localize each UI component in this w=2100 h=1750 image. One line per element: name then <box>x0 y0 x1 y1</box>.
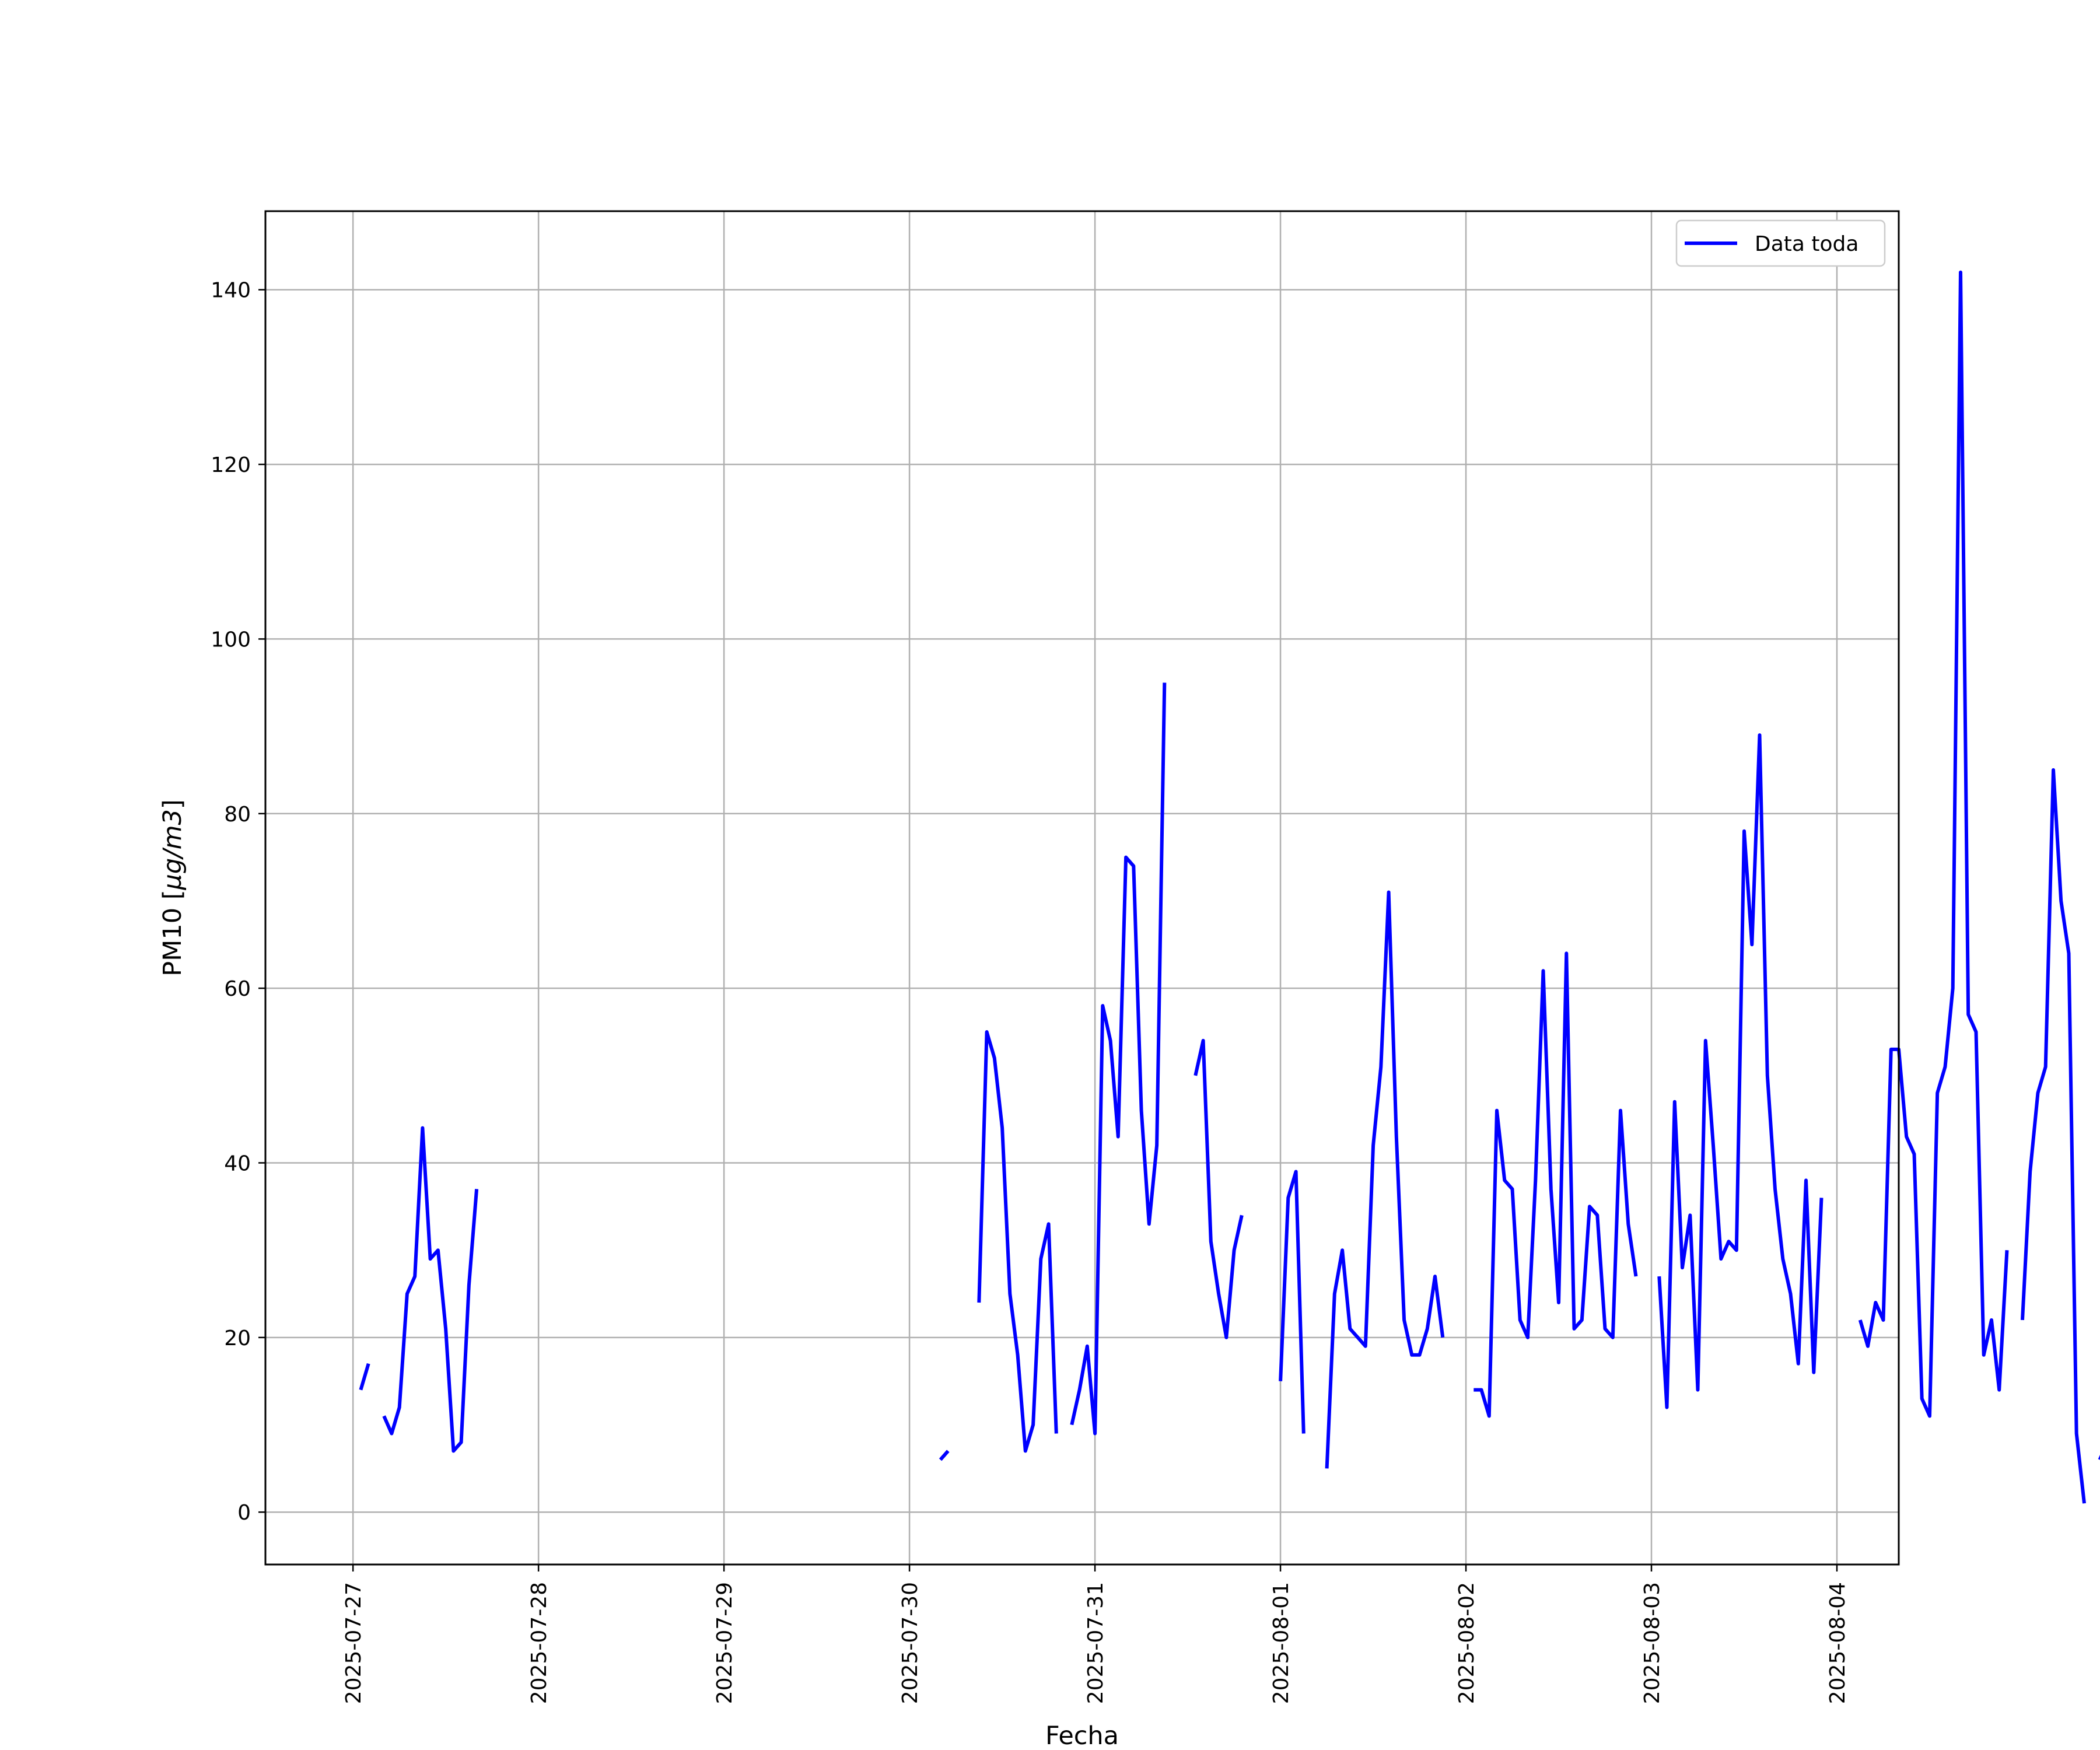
y-tick-label: 80 <box>224 803 251 827</box>
x-tick-label: 2025-07-28 <box>527 1582 551 1704</box>
y-axis-label-main: PM10 [ <box>158 890 187 976</box>
y-tick-label: 20 <box>224 1326 251 1350</box>
legend: Data toda <box>1675 219 1886 267</box>
x-tick-label: 2025-07-31 <box>1084 1582 1108 1704</box>
y-axis-label: PM10 [μg/m3] <box>158 799 187 976</box>
series-line-segment <box>1325 890 1445 1469</box>
x-tick-label: 2025-08-03 <box>1640 1582 1664 1704</box>
series-line-segment <box>2021 768 2086 1504</box>
series-line-segment <box>1279 1170 1306 1434</box>
x-tick-label: 2025-08-02 <box>1455 1582 1479 1704</box>
x-tick-label: 2025-08-04 <box>1826 1582 1850 1704</box>
y-axis-label-unit: μg/m3 <box>158 809 187 890</box>
grid <box>265 211 1899 1564</box>
series-layer <box>359 270 2100 1504</box>
plot-frame <box>264 210 1900 1566</box>
y-axis-label-end: ] <box>158 799 187 809</box>
y-tick-label: 120 <box>211 453 251 477</box>
series-line-segment <box>1858 270 2009 1418</box>
y-tick-label: 60 <box>224 977 251 1001</box>
x-tick-label: 2025-07-27 <box>342 1582 366 1704</box>
x-tick-label: 2025-08-01 <box>1269 1582 1293 1704</box>
y-axis: 0 20 40 60 80 100 120 140 <box>211 279 265 1525</box>
series-line-segment <box>977 1030 1058 1453</box>
x-axis: 2025-07-27 2025-07-28 2025-07-29 2025-07-30… <box>342 1564 1850 1704</box>
series-line-segment <box>382 1126 479 1453</box>
series-line-segment <box>939 1450 950 1461</box>
y-tick-label: 140 <box>211 279 251 303</box>
series-line-segment <box>1657 733 1824 1409</box>
y-tick-label: 0 <box>237 1501 251 1525</box>
y-tick-label: 100 <box>211 628 251 652</box>
legend-box <box>1675 219 1886 267</box>
series-line-segment <box>1194 1038 1244 1339</box>
x-tick-label: 2025-07-29 <box>713 1582 737 1704</box>
series-line-segment <box>1474 951 1638 1418</box>
x-axis-label: Fecha <box>1045 1721 1119 1750</box>
y-tick-label: 40 <box>224 1152 251 1175</box>
x-tick-label: 2025-07-30 <box>898 1582 922 1704</box>
legend-label: Data toda <box>1755 232 1859 256</box>
series-line-segment <box>359 1363 370 1391</box>
series-line-segment <box>1070 682 1167 1436</box>
